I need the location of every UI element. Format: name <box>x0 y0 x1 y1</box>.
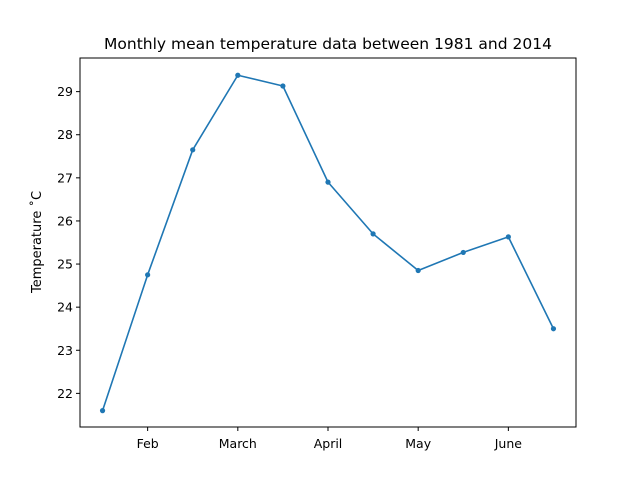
data-point <box>460 249 466 256</box>
x-tick-label: April <box>314 436 343 451</box>
y-tick-label: 26 <box>57 213 73 228</box>
y-tick-label: 28 <box>57 127 73 142</box>
series-layer <box>99 72 557 414</box>
x-tick-label: March <box>219 436 257 451</box>
y-tick-label: 27 <box>57 170 73 185</box>
data-point <box>370 231 376 237</box>
y-tick-label: 23 <box>57 343 73 358</box>
x-tick-label: Feb <box>137 436 159 451</box>
data-point <box>550 326 557 332</box>
series-line <box>101 74 555 411</box>
x-tick-label: June <box>494 436 523 451</box>
data-point <box>190 147 196 153</box>
y-axis-label: Temperature ˚C <box>29 191 45 294</box>
data-point <box>415 267 421 274</box>
data-point <box>505 234 511 240</box>
chart-title: Monthly mean temperature data between 19… <box>104 35 552 53</box>
y-tick-label: 22 <box>57 386 73 401</box>
x-axis: Feb March April May June <box>137 427 523 451</box>
y-tick-label: 25 <box>57 257 73 272</box>
y-tick-label: 24 <box>57 300 73 315</box>
x-tick-label: May <box>405 436 431 451</box>
data-point <box>99 408 106 414</box>
data-point <box>145 272 151 278</box>
data-point <box>280 83 286 89</box>
y-tick-label: 29 <box>57 84 73 99</box>
data-point <box>325 179 331 185</box>
data-point <box>235 72 241 78</box>
plot-area-frame <box>79 57 577 428</box>
y-axis: 22 23 24 25 26 27 28 29 <box>57 84 80 401</box>
